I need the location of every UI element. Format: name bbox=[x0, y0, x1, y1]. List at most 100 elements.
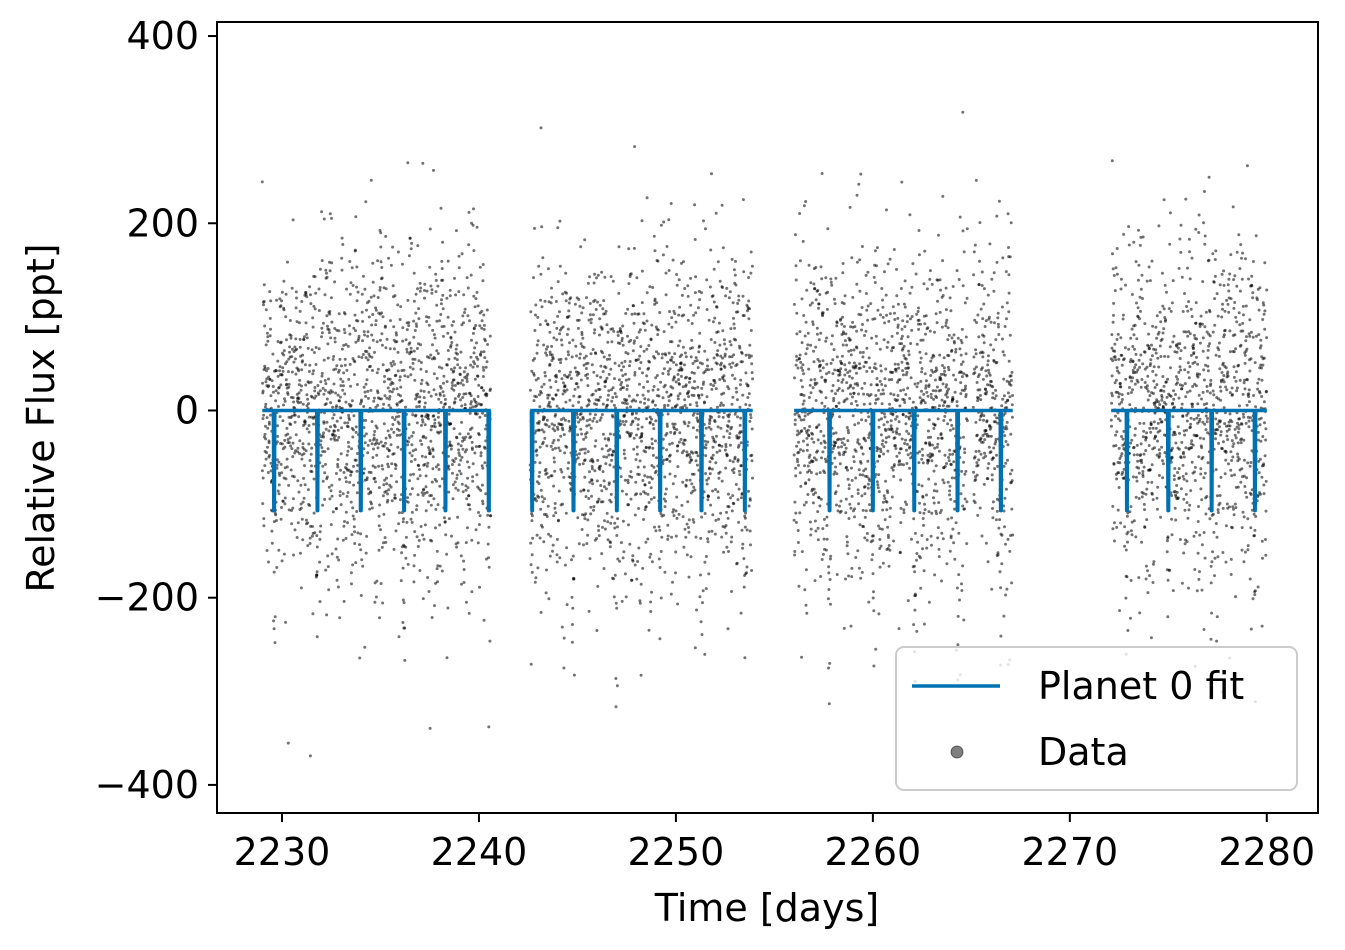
data-point bbox=[382, 444, 386, 448]
data-point bbox=[422, 434, 426, 438]
data-point bbox=[819, 265, 823, 269]
data-point bbox=[741, 393, 745, 397]
data-point bbox=[891, 468, 895, 472]
data-point bbox=[725, 545, 729, 549]
data-point bbox=[961, 360, 965, 364]
data-point bbox=[446, 349, 450, 352]
data-point bbox=[675, 273, 679, 276]
data-point bbox=[633, 513, 637, 517]
data-point bbox=[904, 393, 908, 396]
data-point bbox=[286, 741, 290, 745]
data-point bbox=[854, 399, 858, 403]
data-point bbox=[478, 324, 482, 328]
data-point bbox=[914, 594, 918, 597]
data-point bbox=[529, 662, 533, 666]
data-point bbox=[664, 271, 668, 275]
data-point bbox=[825, 372, 828, 376]
data-point bbox=[899, 389, 903, 393]
data-point bbox=[957, 573, 961, 577]
data-point bbox=[720, 444, 724, 448]
data-point bbox=[949, 418, 952, 422]
data-point bbox=[420, 491, 424, 495]
data-point bbox=[700, 633, 704, 637]
data-point bbox=[804, 603, 808, 607]
data-point bbox=[318, 267, 322, 271]
data-point bbox=[796, 429, 800, 433]
data-point bbox=[588, 418, 592, 422]
data-point bbox=[952, 373, 955, 377]
data-point bbox=[601, 432, 605, 436]
data-point bbox=[894, 447, 898, 450]
data-point bbox=[458, 469, 462, 473]
data-point bbox=[542, 430, 546, 434]
data-point bbox=[536, 339, 540, 343]
data-point bbox=[324, 268, 328, 272]
data-point bbox=[470, 440, 474, 444]
data-point bbox=[651, 286, 655, 289]
data-point bbox=[311, 372, 315, 376]
data-point bbox=[596, 584, 600, 588]
data-point bbox=[601, 500, 605, 504]
data-point bbox=[315, 534, 319, 538]
data-point bbox=[820, 456, 823, 460]
data-point bbox=[555, 338, 559, 342]
data-point bbox=[924, 314, 928, 318]
data-point bbox=[382, 512, 386, 516]
data-point bbox=[656, 388, 660, 392]
data-point bbox=[433, 604, 436, 608]
data-point bbox=[853, 507, 857, 511]
data-point bbox=[885, 420, 889, 424]
data-point bbox=[563, 390, 567, 394]
data-point bbox=[338, 477, 342, 481]
data-point bbox=[376, 296, 380, 299]
data-point bbox=[824, 396, 828, 400]
data-point bbox=[541, 500, 545, 504]
data-point bbox=[392, 325, 396, 329]
data-point bbox=[397, 511, 401, 515]
data-point bbox=[290, 522, 294, 526]
data-point bbox=[938, 353, 942, 357]
data-point bbox=[433, 336, 437, 340]
data-point bbox=[395, 433, 399, 437]
data-point bbox=[631, 559, 635, 563]
data-point bbox=[881, 315, 885, 319]
data-point bbox=[386, 462, 390, 466]
data-point bbox=[844, 332, 848, 336]
data-point bbox=[715, 450, 719, 454]
data-point bbox=[302, 335, 306, 339]
data-point bbox=[923, 322, 927, 326]
data-point bbox=[747, 317, 751, 321]
data-point bbox=[724, 466, 728, 470]
data-point bbox=[723, 448, 727, 452]
data-point bbox=[817, 423, 821, 427]
data-point bbox=[925, 546, 929, 550]
data-point bbox=[550, 295, 554, 299]
data-point bbox=[410, 443, 414, 447]
data-point bbox=[624, 372, 627, 376]
data-point bbox=[1008, 333, 1012, 337]
data-point bbox=[696, 454, 700, 458]
data-point bbox=[864, 467, 868, 471]
data-point bbox=[886, 262, 890, 266]
data-point bbox=[817, 338, 821, 342]
data-point bbox=[447, 464, 451, 468]
data-point bbox=[693, 238, 697, 241]
data-point bbox=[262, 524, 266, 528]
data-point bbox=[913, 608, 917, 612]
data-point bbox=[936, 536, 940, 540]
data-point bbox=[433, 357, 437, 361]
data-point bbox=[919, 586, 923, 590]
data-point bbox=[942, 356, 946, 360]
data-point bbox=[467, 503, 471, 507]
data-point bbox=[577, 400, 581, 404]
data-point bbox=[343, 392, 347, 396]
data-point bbox=[664, 499, 668, 503]
data-point bbox=[994, 388, 998, 392]
data-point bbox=[420, 442, 424, 446]
data-point bbox=[582, 356, 586, 360]
data-point bbox=[481, 466, 485, 470]
data-point bbox=[654, 529, 658, 533]
data-point bbox=[532, 276, 535, 280]
data-point bbox=[624, 312, 628, 315]
data-point bbox=[453, 356, 457, 360]
